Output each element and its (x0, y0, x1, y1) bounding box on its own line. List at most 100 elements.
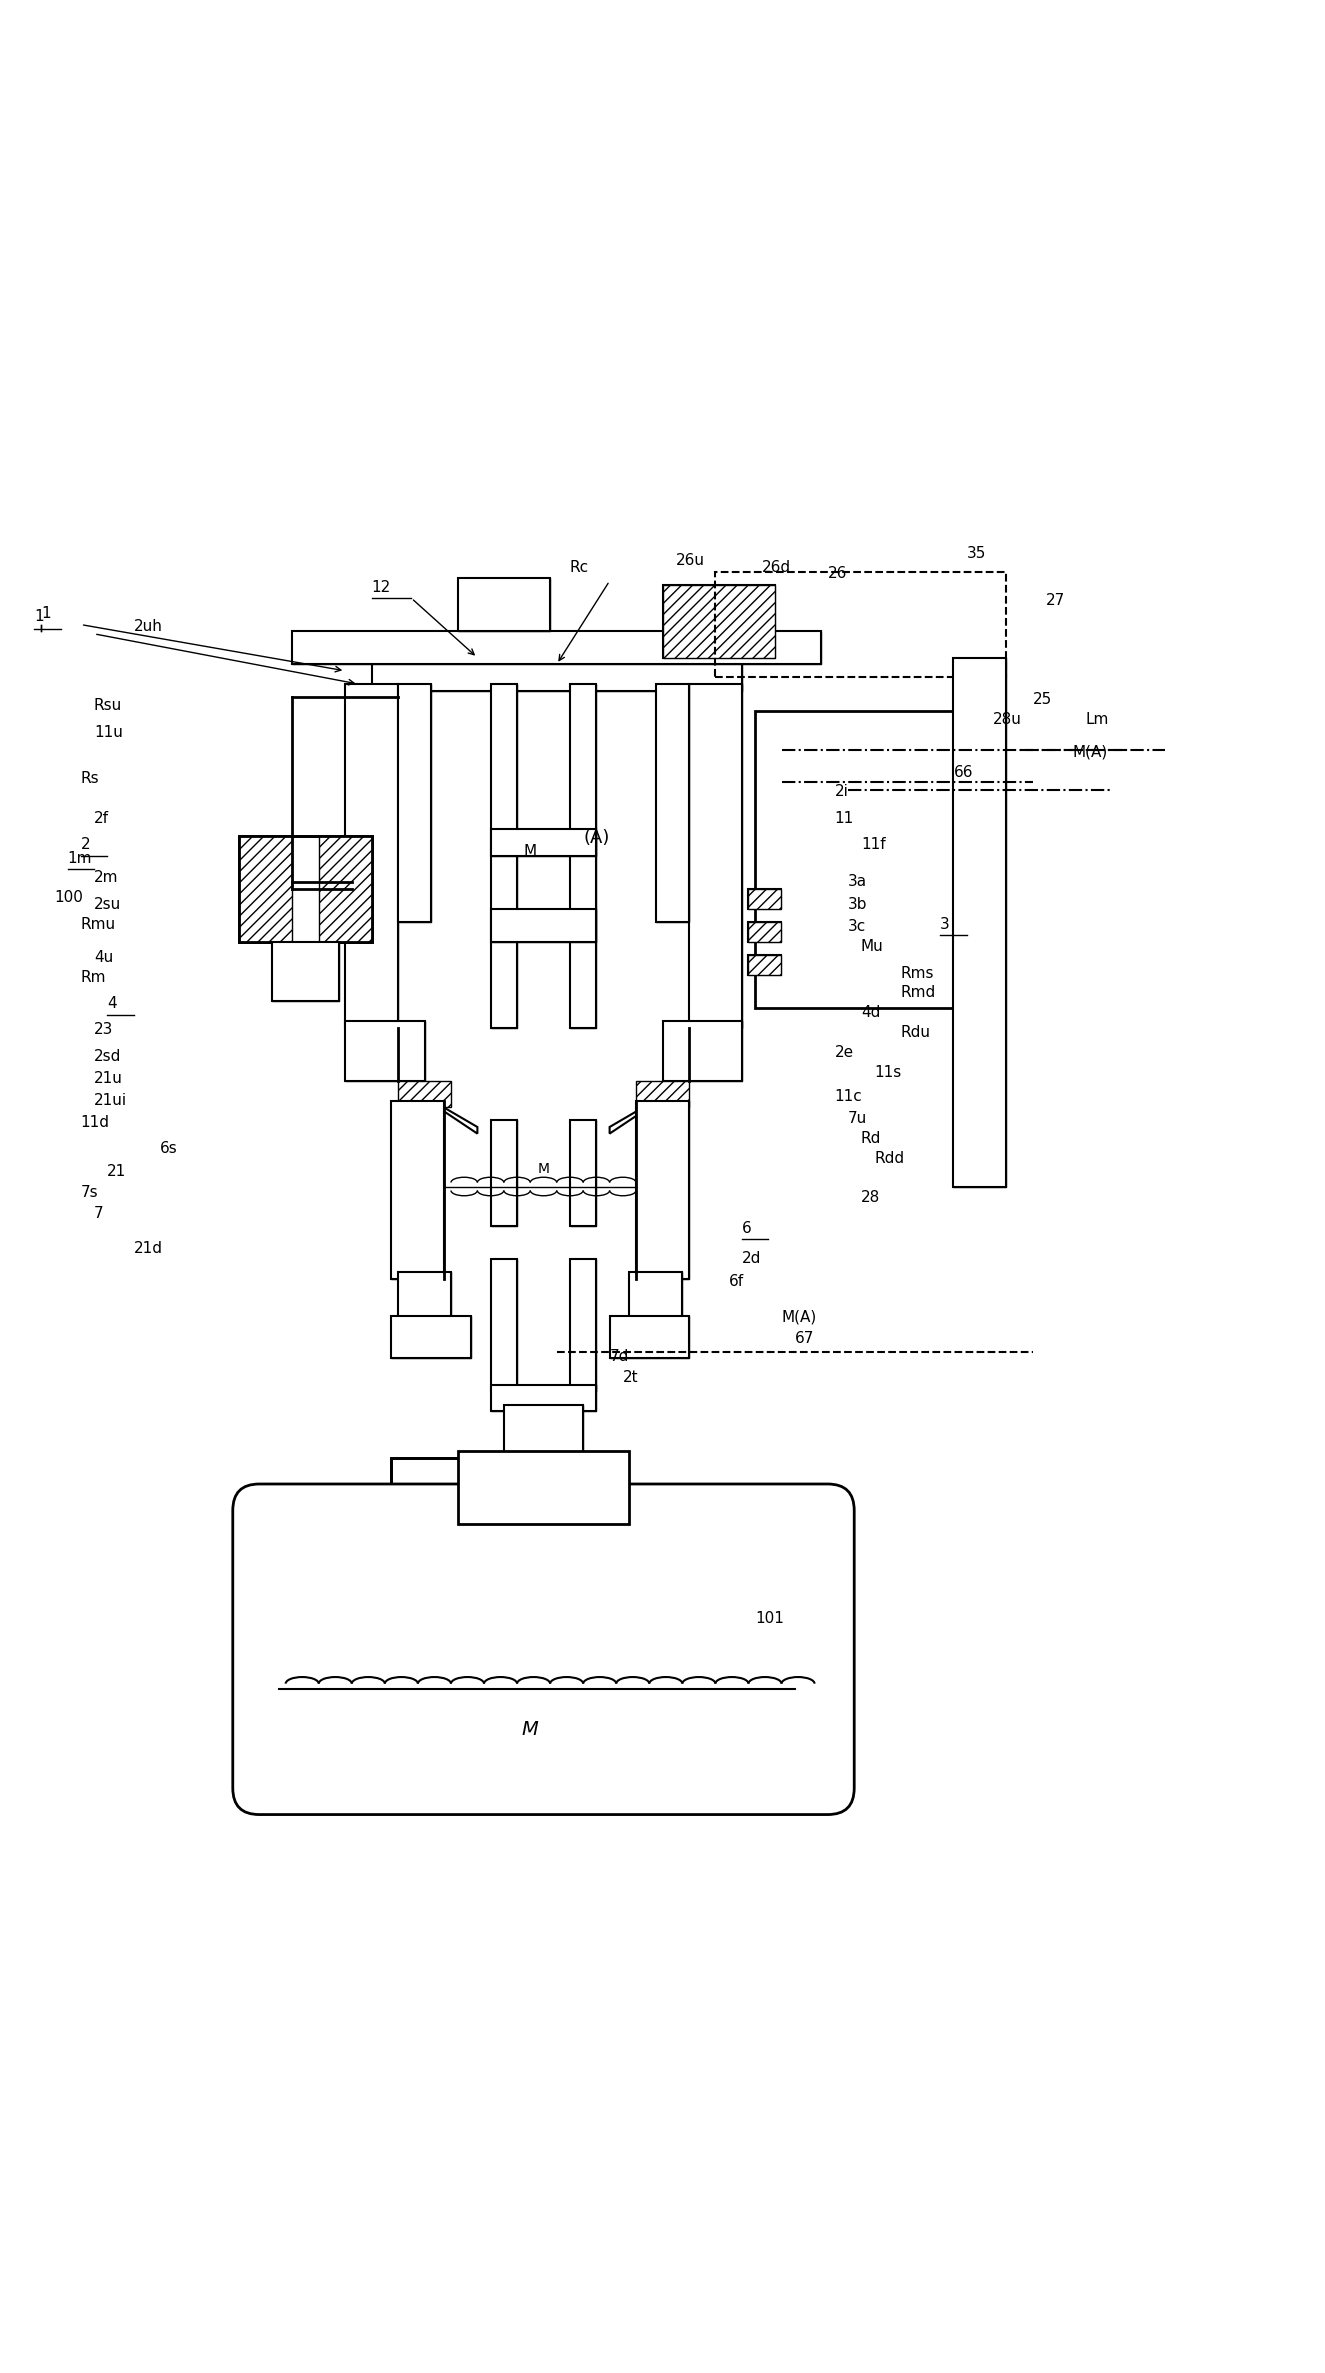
Text: 4d: 4d (861, 1006, 880, 1020)
Bar (293, 631, 822, 664)
Text: M(A): M(A) (1072, 745, 1108, 759)
Text: 26u: 26u (676, 553, 705, 567)
Polygon shape (610, 1080, 689, 1134)
Text: 35: 35 (967, 546, 986, 562)
Text: 67: 67 (795, 1331, 814, 1345)
Bar (273, 942, 339, 1001)
Bar (391, 1457, 477, 1512)
Text: 26: 26 (828, 567, 847, 581)
Text: Mu: Mu (861, 940, 884, 954)
Bar (749, 923, 782, 942)
Text: 3: 3 (941, 916, 950, 933)
Text: Rmd: Rmd (901, 985, 935, 1001)
Bar (749, 890, 782, 909)
Polygon shape (398, 1080, 477, 1134)
Bar (398, 683, 431, 923)
Bar (490, 683, 517, 1028)
Bar (570, 1120, 596, 1227)
Text: M: M (522, 1720, 539, 1739)
Bar (273, 942, 339, 1001)
Bar (636, 1101, 689, 1279)
Bar (629, 1272, 682, 1319)
Text: Rmu: Rmu (81, 916, 115, 933)
Text: 6: 6 (742, 1220, 751, 1236)
Text: 21u: 21u (94, 1070, 123, 1087)
Text: M(A): M(A) (782, 1310, 816, 1324)
Bar (490, 909, 596, 942)
Text: 7d: 7d (610, 1348, 629, 1364)
Bar (570, 1260, 596, 1391)
Bar (398, 1080, 451, 1108)
Text: 6s: 6s (160, 1141, 178, 1156)
Bar (391, 1457, 477, 1512)
Text: 2f: 2f (94, 812, 109, 826)
Bar (490, 831, 596, 857)
Text: 4u: 4u (94, 949, 113, 966)
Text: 3c: 3c (848, 918, 865, 935)
Text: 26d: 26d (762, 560, 791, 574)
Bar (636, 1080, 689, 1108)
Text: 2uh: 2uh (134, 619, 163, 634)
FancyBboxPatch shape (233, 1483, 855, 1815)
Bar (490, 683, 517, 1028)
Bar (398, 1272, 451, 1319)
Bar (504, 1405, 583, 1464)
Text: 100: 100 (54, 890, 83, 904)
Text: 2su: 2su (94, 897, 121, 911)
Bar (570, 683, 596, 1028)
Bar (490, 1386, 596, 1412)
Bar (755, 710, 954, 1009)
Text: 25: 25 (1032, 693, 1052, 707)
Bar (570, 683, 596, 1028)
Text: 101: 101 (755, 1611, 784, 1626)
Text: 11: 11 (835, 812, 853, 826)
Bar (662, 1020, 742, 1080)
Bar (490, 831, 596, 857)
Text: 7s: 7s (81, 1184, 98, 1201)
Text: 11f: 11f (861, 838, 885, 852)
Bar (610, 1317, 689, 1357)
Bar (490, 1120, 517, 1227)
Text: 28u: 28u (992, 712, 1022, 726)
Text: 6f: 6f (729, 1274, 743, 1289)
Bar (391, 1317, 470, 1357)
Text: 12: 12 (371, 579, 391, 596)
Text: 7u: 7u (848, 1111, 867, 1127)
Bar (656, 683, 689, 923)
Bar (490, 1260, 517, 1391)
Bar (457, 579, 550, 631)
Bar (629, 1272, 682, 1319)
Text: Rd: Rd (861, 1132, 881, 1146)
Bar (749, 890, 782, 909)
Text: 11u: 11u (94, 724, 123, 740)
Text: 1m: 1m (68, 850, 91, 866)
Text: 11s: 11s (874, 1065, 901, 1080)
Text: 2t: 2t (623, 1369, 639, 1386)
Text: 2m: 2m (94, 871, 118, 885)
Bar (457, 1450, 629, 1523)
Text: 11c: 11c (835, 1089, 863, 1103)
Bar (391, 1101, 444, 1279)
Text: 1: 1 (41, 605, 50, 622)
Bar (716, 572, 1006, 676)
Text: Rdd: Rdd (874, 1151, 904, 1165)
Text: M: M (523, 845, 537, 859)
Bar (457, 579, 550, 631)
Text: 28: 28 (861, 1191, 880, 1205)
Text: Rsu: Rsu (94, 698, 122, 714)
Bar (398, 1272, 451, 1319)
Bar (636, 1101, 689, 1279)
Bar (954, 657, 1006, 1186)
Bar (391, 1317, 470, 1357)
Text: (A): (A) (583, 828, 610, 847)
Text: 2i: 2i (835, 785, 848, 800)
Text: 21d: 21d (134, 1241, 163, 1255)
Bar (240, 835, 293, 942)
Bar (749, 954, 782, 975)
Text: 21: 21 (107, 1163, 126, 1179)
Bar (656, 683, 689, 923)
Text: 66: 66 (954, 764, 973, 781)
Text: Rms: Rms (901, 966, 934, 980)
Text: 7: 7 (94, 1205, 103, 1222)
Bar (346, 1020, 424, 1080)
